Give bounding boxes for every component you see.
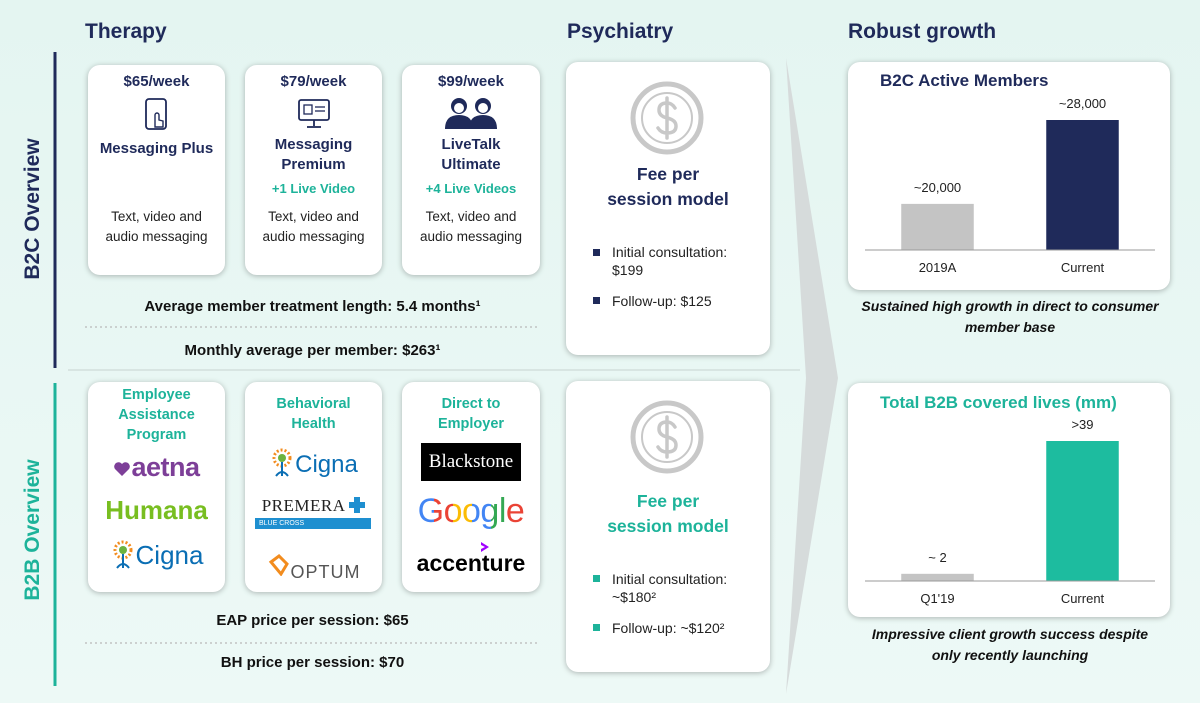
bar bbox=[901, 203, 974, 250]
plan-name: LiveTalk Ultimate bbox=[441, 136, 501, 173]
dollar-icon bbox=[630, 81, 704, 155]
plan-text: Messaging Premium +1 Live Video bbox=[251, 135, 376, 196]
value-label: ~ 2 bbox=[928, 550, 946, 565]
plan-description: Text, video and audio messaging bbox=[262, 209, 365, 244]
plan-price: $79/week bbox=[280, 73, 347, 90]
plan-description: Text, video and audio messaging bbox=[419, 209, 523, 244]
logo-text: Cigna bbox=[295, 451, 358, 478]
psychiatry-card: Fee per session model Initial consultati… bbox=[566, 62, 770, 355]
plan-price: $99/week bbox=[438, 73, 504, 90]
logo-text: aetna bbox=[131, 452, 200, 482]
logo-premera: PREMERA bbox=[245, 496, 382, 516]
tree-icon bbox=[272, 448, 292, 477]
logo-text: OPTUM bbox=[290, 562, 361, 582]
psychiatry-header: Psychiatry bbox=[567, 20, 674, 43]
plan-name: Messaging Premium bbox=[274, 136, 353, 173]
heart-icon bbox=[114, 462, 131, 476]
stat: Average member treatment length: 5.4 mon… bbox=[144, 298, 481, 315]
stat: BH price per session: $70 bbox=[220, 654, 405, 671]
growth-header: Robust growth bbox=[848, 20, 997, 43]
plan-card: $99/week LiveTalk Ultimate +4 Live Video… bbox=[402, 65, 540, 275]
x-tick-label: Current bbox=[1061, 591, 1105, 606]
segment-title: Behavioral Health bbox=[276, 396, 351, 432]
value-label: ~20,000 bbox=[914, 180, 961, 195]
plan-card: $79/week Messaging Premium +1 Live Video… bbox=[245, 65, 382, 275]
value-label: >39 bbox=[1071, 417, 1093, 432]
plan-extra: +4 Live Videos bbox=[425, 181, 517, 196]
logo-blackstone: Blackstone bbox=[421, 443, 521, 481]
stat: EAP price per session: $65 bbox=[216, 612, 409, 629]
fee-item: Initial consultation: ~$180² bbox=[612, 571, 728, 605]
logo-accenture: accenture bbox=[416, 550, 526, 576]
bullet bbox=[593, 624, 600, 631]
bar bbox=[1046, 441, 1119, 581]
accenture-mark bbox=[481, 542, 489, 552]
logo-optum: OPTUM bbox=[245, 554, 382, 583]
segment-title: Employee Assistance Program bbox=[118, 387, 195, 443]
chart-title: B2C Active Members bbox=[880, 71, 1049, 90]
bar bbox=[901, 573, 974, 581]
therapy-header: Therapy bbox=[85, 20, 167, 43]
bullet bbox=[593, 249, 600, 256]
tree-icon bbox=[113, 540, 133, 569]
logo-text: Cigna bbox=[135, 540, 204, 570]
fee-item: Follow-up: $125 bbox=[612, 293, 712, 309]
logo-premera-bar: BLUE CROSS bbox=[255, 518, 371, 529]
segment-title: Direct to Employer bbox=[437, 396, 505, 432]
plan-card: $65/week Messaging Plus Text, video and … bbox=[88, 65, 225, 275]
chart-caption: Impressive client growth success despite… bbox=[871, 626, 1149, 663]
psychiatry-card: Fee per session model Initial consultati… bbox=[566, 381, 770, 672]
bullet bbox=[593, 297, 600, 304]
tablet-icon bbox=[145, 98, 167, 130]
logo-cigna: Cigna bbox=[245, 448, 382, 479]
arrow-chevron bbox=[786, 58, 838, 694]
logo-aetna: aetna bbox=[88, 452, 225, 483]
logo-cigna: Cigna bbox=[88, 540, 225, 571]
dollar-icon bbox=[630, 400, 704, 474]
bar bbox=[1046, 120, 1119, 250]
cross-icon bbox=[349, 497, 366, 513]
segment-card: Behavioral Health Cigna PREMERA BLUE CRO… bbox=[245, 382, 382, 592]
fee-item: Initial consultation: $199 bbox=[612, 244, 728, 278]
segment-card: Employee Assistance Program aetna Humana… bbox=[88, 382, 225, 592]
fee-title: Fee per session model bbox=[607, 491, 729, 536]
plan-description: Text, video and audio messaging bbox=[105, 209, 208, 244]
logo-text: PREMERA bbox=[261, 496, 345, 515]
x-tick-label: Current bbox=[1061, 260, 1105, 275]
value-label: ~28,000 bbox=[1059, 96, 1106, 111]
optum-icon bbox=[268, 554, 289, 577]
fee-item: Follow-up: ~$120² bbox=[612, 620, 725, 636]
logo-humana: Humana bbox=[105, 495, 208, 525]
plan-name: Messaging Plus bbox=[99, 140, 214, 157]
logo-google: Google bbox=[415, 492, 527, 531]
x-tick-label: Q1'19 bbox=[920, 591, 954, 606]
chart-title: Total B2B covered lives (mm) bbox=[880, 393, 1117, 412]
fee-title: Fee per session model bbox=[607, 164, 729, 209]
bullet bbox=[593, 575, 600, 582]
plan-price: $65/week bbox=[123, 73, 190, 90]
stat: Monthly average per member: $263¹ bbox=[184, 342, 441, 359]
plan-text: LiveTalk Ultimate +4 Live Videos bbox=[421, 135, 521, 196]
people-icon bbox=[445, 98, 497, 129]
chart-caption: Sustained high growth in direct to consu… bbox=[861, 298, 1159, 335]
x-tick-label: 2019A bbox=[919, 260, 957, 275]
plan-extra: +1 Live Video bbox=[271, 181, 356, 196]
monitor-icon bbox=[298, 99, 330, 128]
segment-card: Direct to Employer Blackstone Google acc… bbox=[402, 382, 540, 592]
